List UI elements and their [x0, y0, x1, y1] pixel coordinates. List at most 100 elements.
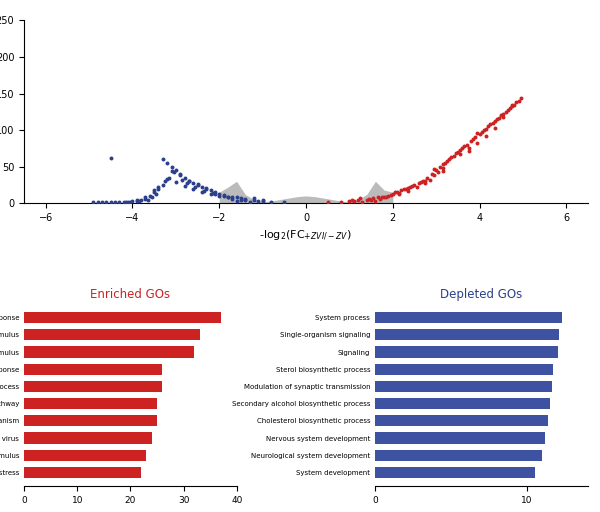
Point: [355, 194, 365, 202]
Point: [434, 168, 443, 177]
Bar: [24, 381, 163, 392]
Bar: [375, 329, 559, 340]
Point: [236, 196, 246, 204]
X-axis label: -log$_{10}$($p$ values): -log$_{10}$($p$ values): [443, 510, 520, 512]
Point: [440, 159, 449, 167]
Point: [249, 194, 259, 202]
Point: [175, 170, 185, 178]
Point: [451, 150, 460, 158]
Point: [152, 190, 161, 199]
Point: [223, 193, 233, 201]
Point: [197, 183, 206, 191]
Point: [462, 141, 472, 149]
Point: [377, 193, 387, 201]
Point: [241, 195, 250, 203]
Point: [241, 196, 250, 204]
Point: [507, 102, 517, 110]
Point: [514, 97, 523, 105]
Point: [160, 177, 170, 185]
Point: [449, 152, 458, 160]
Point: [394, 189, 404, 198]
Point: [347, 196, 356, 204]
Point: [169, 168, 178, 177]
Point: [197, 187, 206, 196]
Point: [460, 142, 469, 151]
Point: [158, 155, 167, 163]
Point: [431, 166, 441, 175]
Point: [193, 181, 202, 189]
Point: [414, 179, 424, 187]
Bar: [375, 347, 557, 357]
Point: [438, 167, 448, 175]
Point: [219, 192, 229, 200]
Point: [473, 129, 482, 137]
Point: [184, 177, 194, 185]
Point: [202, 184, 211, 192]
Point: [236, 194, 246, 202]
Point: [438, 160, 448, 168]
Bar: [375, 415, 548, 426]
Point: [388, 190, 398, 199]
Point: [390, 187, 400, 196]
Point: [468, 135, 478, 143]
Point: [199, 187, 209, 195]
Point: [206, 186, 215, 194]
Bar: [24, 329, 200, 340]
Point: [427, 170, 437, 178]
Point: [418, 177, 428, 185]
Point: [132, 196, 142, 204]
Point: [516, 94, 526, 102]
Point: [397, 186, 406, 194]
X-axis label: -log$_2$(FC$_{+ZVI/-ZV}$): -log$_2$(FC$_{+ZVI/-ZV}$): [259, 228, 353, 243]
Point: [147, 193, 157, 201]
Point: [191, 183, 200, 191]
Point: [180, 182, 190, 190]
Point: [253, 197, 263, 205]
Point: [210, 189, 220, 198]
Point: [188, 179, 198, 187]
Point: [193, 180, 202, 188]
Point: [379, 193, 389, 201]
Point: [479, 126, 488, 134]
Point: [232, 193, 241, 201]
Point: [446, 153, 456, 161]
Point: [227, 195, 237, 203]
Point: [382, 193, 391, 201]
Point: [167, 167, 176, 175]
Point: [258, 196, 268, 204]
Point: [188, 185, 198, 194]
Point: [416, 178, 426, 186]
Point: [344, 197, 354, 205]
Point: [429, 165, 439, 173]
Point: [503, 105, 512, 114]
Point: [154, 184, 163, 193]
Point: [358, 198, 367, 206]
Point: [481, 124, 491, 133]
Point: [481, 132, 491, 140]
Point: [178, 176, 187, 184]
Point: [505, 104, 515, 112]
Point: [202, 184, 211, 193]
Point: [470, 133, 480, 141]
Title: Depleted GOs: Depleted GOs: [440, 288, 523, 301]
Point: [206, 190, 215, 199]
Point: [399, 185, 409, 194]
Point: [383, 192, 393, 200]
Point: [110, 198, 120, 206]
Point: [475, 130, 484, 138]
Point: [484, 122, 493, 131]
Point: [425, 176, 434, 184]
Point: [485, 120, 495, 129]
Point: [401, 184, 410, 193]
Point: [496, 112, 506, 120]
Point: [394, 189, 404, 197]
Point: [167, 162, 176, 170]
Point: [125, 198, 135, 206]
Bar: [375, 467, 535, 478]
Bar: [375, 312, 562, 323]
Bar: [24, 364, 163, 375]
Point: [512, 98, 521, 106]
Point: [406, 183, 415, 191]
Point: [184, 177, 194, 185]
Point: [89, 198, 98, 206]
